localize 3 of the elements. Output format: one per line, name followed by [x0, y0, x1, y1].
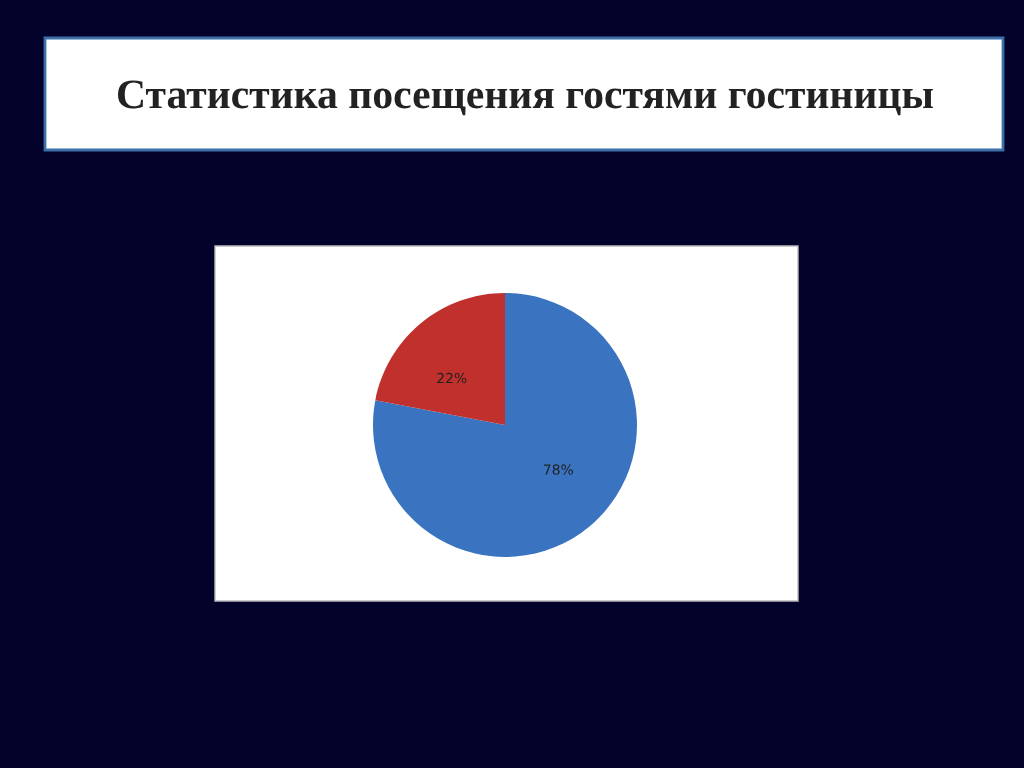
data-label: 78% — [544, 464, 573, 475]
chart-title: Статистика посещения гостями гостиницы — [118, 80, 933, 116]
data-label: 22% — [437, 372, 467, 384]
